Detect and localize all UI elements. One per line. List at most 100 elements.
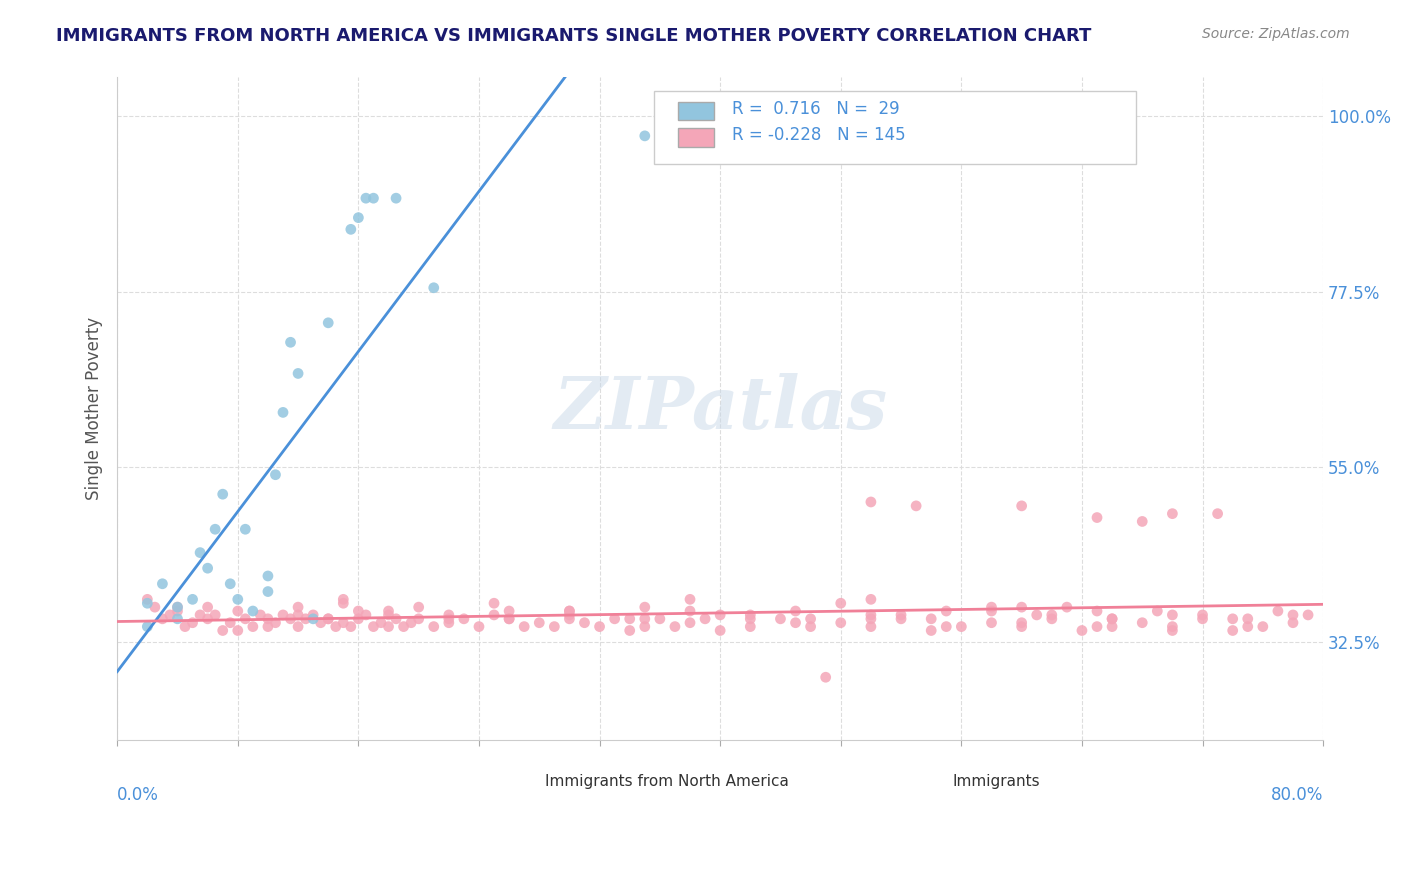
Point xyxy=(1161,624,1184,638)
Point xyxy=(233,612,256,626)
Point xyxy=(1130,615,1153,630)
Point xyxy=(1011,600,1033,615)
Point xyxy=(920,612,942,626)
FancyBboxPatch shape xyxy=(382,770,527,796)
Text: R = -0.228   N = 145: R = -0.228 N = 145 xyxy=(733,126,905,144)
Point xyxy=(980,604,1002,618)
Point xyxy=(1085,510,1108,524)
Y-axis label: Single Mother Poverty: Single Mother Poverty xyxy=(86,317,103,500)
Point xyxy=(280,335,302,350)
Point xyxy=(574,615,596,630)
Point xyxy=(264,615,287,630)
Point xyxy=(422,619,444,633)
Point xyxy=(740,607,762,622)
Point xyxy=(242,604,264,618)
Point xyxy=(1236,619,1258,633)
Point xyxy=(1146,604,1168,618)
Point xyxy=(257,619,280,633)
Point xyxy=(152,576,174,591)
Point xyxy=(363,619,385,633)
Point xyxy=(437,612,460,626)
Point xyxy=(785,604,807,618)
Point xyxy=(136,596,159,610)
Point xyxy=(740,612,762,626)
Point xyxy=(181,615,204,630)
Point xyxy=(309,615,332,630)
Point xyxy=(558,604,581,618)
Point xyxy=(294,612,316,626)
Point xyxy=(316,612,339,626)
Point xyxy=(1040,607,1063,622)
Point xyxy=(188,546,211,560)
Point xyxy=(950,619,973,633)
Point xyxy=(233,522,256,536)
Point xyxy=(1296,607,1319,622)
Point xyxy=(859,612,882,626)
Point xyxy=(204,522,226,536)
Point xyxy=(890,612,912,626)
Point xyxy=(204,607,226,622)
Point xyxy=(1085,619,1108,633)
Point xyxy=(498,612,520,626)
Point xyxy=(558,612,581,626)
Point xyxy=(340,222,363,236)
Point xyxy=(1011,619,1033,633)
Point xyxy=(408,600,430,615)
Point xyxy=(453,612,475,626)
Point xyxy=(619,624,641,638)
Point xyxy=(468,619,491,633)
Point xyxy=(226,604,249,618)
Text: Immigrants: Immigrants xyxy=(953,773,1040,789)
FancyBboxPatch shape xyxy=(793,770,938,796)
Point xyxy=(634,612,657,626)
Point xyxy=(800,619,823,633)
Point xyxy=(174,619,197,633)
Point xyxy=(257,612,280,626)
Point xyxy=(1025,607,1047,622)
Point xyxy=(513,619,536,633)
Point xyxy=(859,495,882,509)
Point xyxy=(1101,612,1123,626)
Text: IMMIGRANTS FROM NORTH AMERICA VS IMMIGRANTS SINGLE MOTHER POVERTY CORRELATION CH: IMMIGRANTS FROM NORTH AMERICA VS IMMIGRA… xyxy=(56,27,1091,45)
Point xyxy=(1206,507,1229,521)
Point xyxy=(385,191,408,205)
Point xyxy=(800,612,823,626)
Text: Immigrants from North America: Immigrants from North America xyxy=(546,773,789,789)
Point xyxy=(1101,612,1123,626)
Point xyxy=(332,596,354,610)
Point xyxy=(159,607,181,622)
Point xyxy=(422,281,444,295)
Point xyxy=(498,612,520,626)
Point xyxy=(287,367,309,381)
Point xyxy=(679,592,702,607)
Point xyxy=(347,604,370,618)
Point xyxy=(935,604,957,618)
Point xyxy=(558,604,581,618)
Point xyxy=(830,615,852,630)
Point xyxy=(482,607,505,622)
Point xyxy=(693,612,716,626)
Point xyxy=(363,191,385,205)
Point xyxy=(830,596,852,610)
Point xyxy=(347,612,370,626)
Point xyxy=(332,592,354,607)
FancyBboxPatch shape xyxy=(654,91,1136,163)
FancyBboxPatch shape xyxy=(678,102,714,120)
Point xyxy=(920,624,942,638)
Point xyxy=(340,619,363,633)
Point xyxy=(890,607,912,622)
Point xyxy=(152,612,174,626)
Point xyxy=(664,619,686,633)
Point xyxy=(1130,515,1153,529)
Point xyxy=(325,619,347,633)
Point xyxy=(482,596,505,610)
Point xyxy=(302,607,325,622)
Point xyxy=(859,619,882,633)
Point xyxy=(980,600,1002,615)
Point xyxy=(377,604,399,618)
Point xyxy=(1101,619,1123,633)
Point xyxy=(769,612,792,626)
Point xyxy=(1282,607,1305,622)
Text: 0.0%: 0.0% xyxy=(117,786,159,804)
Point xyxy=(634,600,657,615)
